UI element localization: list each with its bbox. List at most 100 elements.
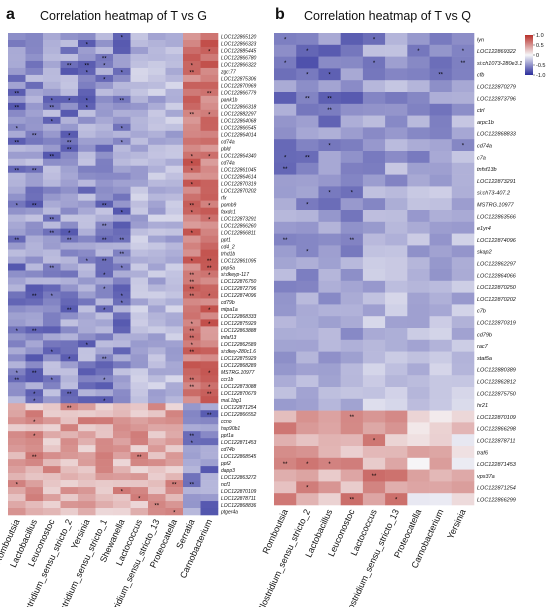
heatmap-cell (25, 466, 44, 474)
heatmap-cell (60, 347, 79, 355)
heatmap-cell (429, 221, 453, 234)
heatmap-cell (362, 387, 386, 400)
heatmap-cell (130, 284, 149, 292)
heatmap-cell (296, 80, 319, 93)
heatmap-cell (385, 139, 408, 152)
heatmap-cell (385, 44, 408, 57)
significance-mark: * (191, 231, 194, 237)
row-label: c7a (477, 155, 486, 161)
heatmap-cell (43, 95, 61, 104)
heatmap-cell (43, 270, 61, 278)
heatmap-cell (451, 127, 475, 140)
heatmap-cell (451, 210, 475, 223)
heatmap-cell (43, 466, 61, 474)
heatmap-cell (274, 269, 297, 282)
row-label: cfb (477, 73, 484, 79)
heatmap-cell (385, 103, 408, 116)
heatmap-cell (165, 284, 184, 292)
heatmap-cell (429, 304, 453, 317)
legend-tick-label: 0 (536, 53, 539, 59)
heatmap-cell (274, 375, 297, 388)
heatmap-cell (8, 102, 26, 111)
heatmap-cell (130, 81, 149, 90)
heatmap-cell (148, 452, 166, 460)
heatmap-cell (95, 501, 114, 509)
heatmap-cell (43, 431, 61, 439)
row-label: LOC122863272 (221, 475, 257, 481)
heatmap-cell (407, 387, 430, 400)
row-label: LOC122866260 (221, 223, 257, 229)
row-label: si:dkey-280c1.6 (221, 349, 256, 355)
heatmap-cell (148, 501, 166, 509)
heatmap-cell (451, 398, 475, 411)
heatmap-cell (200, 459, 219, 467)
heatmap-cell (148, 466, 166, 474)
significance-mark: * (86, 105, 89, 111)
heatmap-cell (451, 434, 475, 447)
heatmap-cell (60, 466, 79, 474)
heatmap-cell (78, 221, 96, 229)
row-label: LOC122866323 (221, 42, 257, 48)
heatmap-cell (385, 127, 408, 140)
heatmap-cell (362, 162, 386, 175)
row-label: LOC122872796 (221, 286, 257, 292)
heatmap-cell (25, 81, 44, 90)
heatmap-cell (60, 46, 79, 55)
heatmap-cell (274, 481, 297, 494)
significance-mark: ** (49, 154, 54, 160)
heatmap-cell (8, 270, 26, 278)
heatmap-cell (8, 466, 26, 474)
heatmap-cell (113, 305, 131, 313)
heatmap-cell (95, 417, 114, 425)
heatmap-cell (429, 457, 453, 470)
heatmap-cell (130, 53, 149, 62)
heatmap-cell (274, 68, 297, 81)
heatmap-cell (113, 459, 131, 467)
row-label: LOC122875750 (477, 391, 517, 397)
heatmap-cell (43, 67, 61, 76)
heatmap-cell (78, 452, 96, 460)
heatmap-cell (25, 494, 44, 502)
heatmap-cell (362, 56, 386, 69)
row-label: LOC122866811 (221, 230, 256, 236)
heatmap-cell (148, 438, 166, 446)
row-label: cd74a (477, 143, 492, 149)
heatmap-cell (113, 200, 131, 208)
heatmap-cell (429, 292, 453, 305)
heatmap-cell (78, 347, 96, 355)
heatmap-cell (60, 354, 79, 362)
heatmap-cell (8, 263, 26, 271)
heatmap-cell (200, 487, 219, 495)
heatmap-cell (148, 165, 166, 174)
heatmap-cell (130, 137, 149, 146)
heatmap-cell (113, 46, 131, 55)
heatmap-cell (451, 375, 475, 388)
heatmap-cell (8, 459, 26, 467)
heatmap-cell (78, 137, 96, 146)
heatmap-cell (78, 179, 96, 187)
heatmap-cell (165, 221, 184, 229)
heatmap-cell (43, 109, 61, 118)
heatmap-cell (318, 410, 341, 423)
heatmap-cell (43, 312, 61, 320)
heatmap-cell (200, 375, 219, 383)
heatmap-cell (130, 494, 149, 502)
heatmap-cell (296, 316, 319, 329)
chart-title-a: Correlation heatmap of T vs G (40, 9, 207, 23)
heatmap-cell (130, 193, 149, 201)
heatmap-cell (43, 487, 61, 495)
heatmap-cell (296, 339, 319, 352)
heatmap-cell (78, 116, 96, 125)
heatmap-cell (78, 354, 96, 362)
heatmap-cell (296, 398, 319, 411)
row-label: pnp5a (220, 265, 235, 271)
heatmap-cell (78, 403, 96, 411)
heatmap-cell (95, 361, 114, 369)
significance-mark: ** (349, 415, 354, 421)
heatmap-cell (296, 139, 319, 152)
heatmap-cell (165, 438, 184, 446)
heatmap-cell (113, 179, 131, 187)
significance-mark: ** (189, 434, 194, 440)
heatmap-cell (113, 81, 131, 90)
heatmap-cell (95, 424, 114, 432)
